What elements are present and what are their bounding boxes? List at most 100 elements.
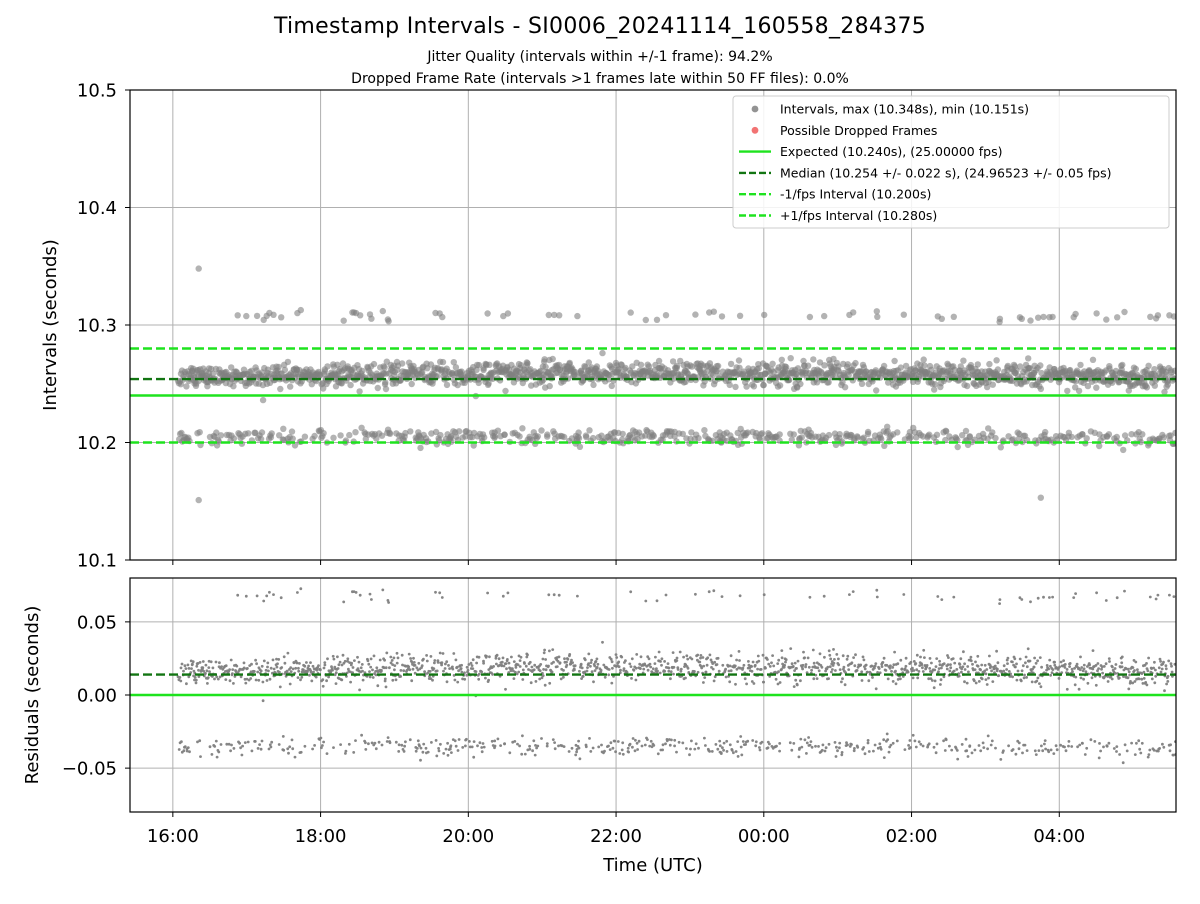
data-point [856, 745, 860, 749]
data-point [1119, 361, 1126, 369]
data-point [882, 738, 886, 742]
data-point [352, 590, 356, 593]
data-point [370, 598, 373, 601]
data-point [340, 317, 347, 324]
data-point [973, 748, 977, 752]
data-point [1017, 741, 1021, 745]
data-point [1122, 675, 1125, 678]
data-point [519, 425, 526, 432]
data-point [545, 742, 549, 745]
data-point [962, 650, 965, 654]
data-point [894, 669, 897, 673]
data-point [982, 746, 986, 749]
data-point [317, 664, 320, 667]
data-point [699, 654, 703, 657]
data-point [815, 677, 819, 680]
data-point [690, 657, 694, 661]
data-point [521, 734, 524, 738]
data-point [880, 362, 888, 370]
data-point [415, 666, 419, 670]
data-point [1093, 384, 1100, 391]
data-point [440, 663, 443, 667]
data-point [357, 660, 361, 664]
data-point [253, 312, 261, 320]
data-point [587, 652, 591, 656]
data-point [542, 668, 545, 671]
data-point [669, 677, 672, 681]
data-point [833, 658, 836, 661]
data-point [386, 430, 394, 437]
data-point [552, 660, 555, 664]
data-point [359, 666, 363, 670]
data-point [803, 738, 807, 742]
data-point [875, 588, 879, 592]
data-point [617, 665, 621, 669]
data-point [777, 670, 780, 674]
data-point [1017, 363, 1024, 370]
data-point [511, 667, 514, 671]
data-point [818, 652, 822, 656]
data-point [445, 680, 449, 684]
data-point [875, 595, 879, 599]
data-point [972, 679, 976, 683]
data-point [1154, 597, 1158, 601]
data-point [1154, 674, 1158, 678]
data-point [1093, 740, 1097, 743]
data-point [504, 662, 508, 665]
x-tick-label: 22:00 [590, 826, 642, 847]
data-point [675, 750, 678, 754]
data-point [899, 658, 903, 662]
data-point [694, 742, 698, 746]
data-point [686, 657, 690, 661]
data-point [891, 741, 895, 745]
data-point [358, 688, 361, 692]
data-point [546, 382, 553, 390]
data-point [470, 442, 477, 449]
data-point [965, 749, 969, 753]
data-point [436, 661, 440, 664]
data-point [1133, 753, 1137, 756]
data-point [974, 361, 981, 368]
data-point [758, 430, 766, 437]
data-point [1157, 666, 1161, 670]
data-point [545, 311, 552, 319]
data-point [371, 668, 374, 672]
data-point [944, 738, 948, 742]
data-point [823, 749, 827, 753]
data-point [250, 662, 253, 666]
data-point [440, 661, 444, 665]
data-point [321, 684, 325, 688]
data-point [261, 680, 265, 684]
data-point [560, 433, 568, 441]
data-point [220, 665, 224, 668]
data-point [1102, 745, 1105, 749]
data-point [368, 592, 372, 596]
data-point [1113, 433, 1121, 441]
y-tick-label: 10.2 [77, 433, 117, 454]
data-point [889, 664, 892, 668]
data-point [419, 758, 422, 762]
data-point [284, 358, 292, 366]
data-point [890, 669, 893, 673]
data-point [340, 663, 344, 667]
data-point [911, 733, 915, 737]
data-point [540, 676, 544, 680]
data-point [508, 751, 512, 755]
data-point [1039, 685, 1043, 689]
data-point [538, 669, 542, 673]
data-point [871, 676, 874, 679]
data-point [189, 671, 193, 674]
data-point [456, 749, 460, 752]
data-point [236, 593, 240, 597]
data-point [197, 668, 200, 672]
data-point [388, 666, 391, 670]
data-point [667, 666, 671, 670]
data-point [939, 678, 943, 682]
data-point [814, 744, 817, 748]
data-point [1068, 662, 1072, 665]
data-point [610, 660, 614, 664]
data-point [647, 657, 651, 661]
data-point [474, 670, 478, 673]
data-point [1037, 385, 1045, 393]
data-point [228, 364, 235, 371]
